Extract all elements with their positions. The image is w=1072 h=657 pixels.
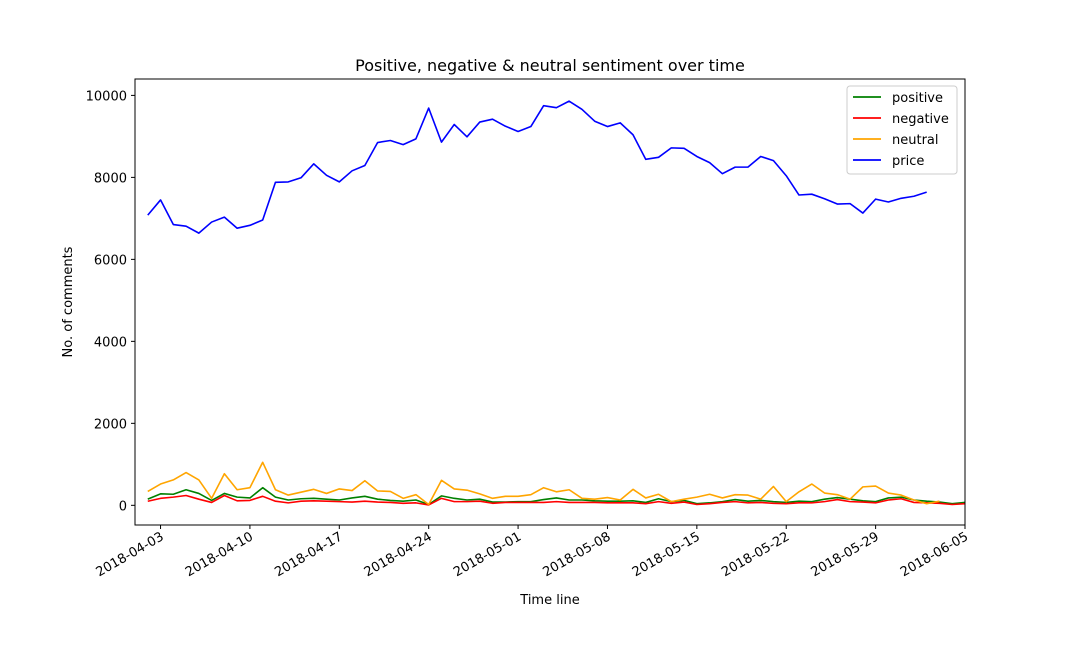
y-axis-label: No. of comments — [61, 246, 76, 357]
series-line-positive — [147, 486, 966, 506]
legend: positive negative neutral price — [846, 85, 958, 175]
series-line-negative — [147, 494, 966, 506]
y-tick-label: 2000 — [94, 417, 127, 432]
series-line-price — [147, 100, 927, 234]
legend-label-negative: negative — [892, 112, 949, 127]
y-tick-label: 0 — [119, 499, 127, 514]
legend-label-price: price — [892, 154, 924, 169]
chart-title: Positive, negative & neutral sentiment o… — [355, 56, 745, 75]
legend-box — [846, 85, 958, 175]
y-tick-label: 6000 — [94, 253, 127, 268]
series-line-neutral — [147, 461, 940, 506]
x-axis-label: Time line — [519, 593, 579, 608]
legend-label-positive: positive — [892, 91, 943, 106]
legend-label-neutral: neutral — [892, 133, 939, 148]
y-tick-label: 4000 — [94, 335, 127, 350]
y-tick-label: 8000 — [94, 171, 127, 186]
y-tick-label: 10000 — [86, 89, 127, 104]
axes-frame — [134, 78, 966, 526]
